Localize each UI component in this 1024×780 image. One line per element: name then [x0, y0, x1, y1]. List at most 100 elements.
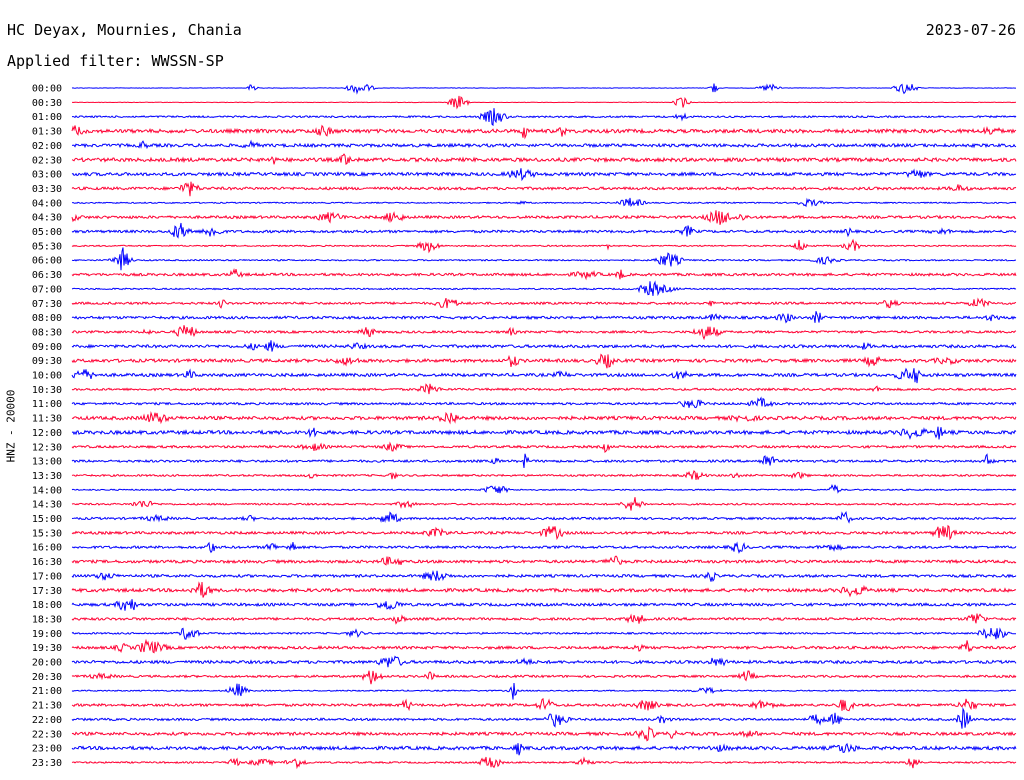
- trace-0600: [71, 247, 1017, 271]
- time-label-0600: 06:00: [32, 256, 62, 267]
- time-label-0700: 07:00: [32, 284, 62, 295]
- time-label-0030: 00:30: [32, 98, 62, 109]
- time-label-1600: 16:00: [32, 543, 62, 554]
- trace-0530: [71, 238, 1017, 254]
- trace-0930: [71, 353, 1017, 369]
- time-label-1900: 19:00: [32, 629, 62, 640]
- time-label-1630: 16:30: [32, 557, 62, 568]
- time-label-1000: 10:00: [32, 371, 62, 382]
- trace-1730: [71, 581, 1017, 598]
- time-label-0930: 09:30: [32, 356, 62, 367]
- trace-2230: [71, 725, 1017, 742]
- time-label-2230: 22:30: [32, 729, 62, 740]
- trace-2330: [71, 756, 1017, 770]
- time-label-2030: 20:30: [32, 672, 62, 683]
- trace-1400: [71, 484, 1017, 494]
- trace-2030: [71, 670, 1017, 685]
- trace-1300: [71, 453, 1017, 468]
- time-label-0730: 07:30: [32, 299, 62, 310]
- trace-0500: [71, 222, 1017, 239]
- time-label-0500: 05:00: [32, 227, 62, 238]
- time-label-1530: 15:30: [32, 528, 62, 539]
- trace-0800: [71, 311, 1017, 324]
- time-label-2200: 22:00: [32, 715, 62, 726]
- time-label-1330: 13:30: [32, 471, 62, 482]
- time-label-2300: 23:00: [32, 744, 62, 755]
- trace-0630: [71, 267, 1017, 281]
- trace-0900: [71, 340, 1017, 352]
- trace-0100: [71, 108, 1017, 127]
- time-label-2000: 20:00: [32, 658, 62, 669]
- time-label-0430: 04:30: [32, 213, 62, 224]
- time-label-1300: 13:00: [32, 457, 62, 468]
- time-label-0630: 06:30: [32, 270, 62, 281]
- trace-1700: [71, 570, 1017, 582]
- filter-label: Applied filter: WWSSN-SP: [7, 52, 224, 70]
- trace-0130: [71, 124, 1017, 140]
- time-label-0400: 04:00: [32, 198, 62, 209]
- trace-0830: [71, 325, 1017, 341]
- time-label-0900: 09:00: [32, 342, 62, 353]
- time-label-1830: 18:30: [32, 614, 62, 625]
- trace-1230: [71, 441, 1017, 453]
- trace-0700: [71, 280, 1017, 297]
- trace-1800: [71, 599, 1017, 611]
- trace-1100: [71, 396, 1017, 409]
- trace-1600: [71, 541, 1017, 554]
- trace-0230: [71, 153, 1017, 165]
- trace-2000: [71, 655, 1017, 668]
- time-label-0830: 08:30: [32, 327, 62, 338]
- trace-0000: [71, 83, 1017, 95]
- time-label-1730: 17:30: [32, 586, 62, 597]
- time-label-0200: 02:00: [32, 141, 62, 152]
- trace-0330: [71, 181, 1017, 197]
- trace-0730: [71, 297, 1017, 309]
- seismic-traces: [71, 83, 1017, 770]
- time-label-1430: 14:30: [32, 500, 62, 511]
- trace-0400: [71, 197, 1017, 208]
- trace-2200: [71, 707, 1017, 729]
- time-label-1700: 17:00: [32, 571, 62, 582]
- time-label-1200: 12:00: [32, 428, 62, 439]
- trace-0030: [71, 95, 1017, 110]
- time-label-1100: 11:00: [32, 399, 62, 410]
- trace-1930: [71, 638, 1017, 654]
- time-label-1130: 11:30: [32, 414, 62, 425]
- trace-1530: [71, 524, 1017, 541]
- station-title: HC Deyax, Mournies, Chania: [7, 21, 242, 39]
- trace-1630: [71, 555, 1017, 566]
- trace-1130: [71, 411, 1017, 425]
- time-label-1500: 15:00: [32, 514, 62, 525]
- time-label-0800: 08:00: [32, 313, 62, 324]
- time-label-1930: 19:30: [32, 643, 62, 654]
- time-label-0330: 03:30: [32, 184, 62, 195]
- time-label-1030: 10:30: [32, 385, 62, 396]
- trace-2100: [71, 682, 1017, 700]
- trace-2300: [71, 742, 1017, 756]
- time-label-1400: 14:00: [32, 485, 62, 496]
- time-label-0300: 03:00: [32, 170, 62, 181]
- time-label-0230: 02:30: [32, 155, 62, 166]
- trace-1900: [71, 627, 1017, 640]
- time-label-1800: 18:00: [32, 600, 62, 611]
- time-label-2130: 21:30: [32, 701, 62, 712]
- trace-1500: [71, 510, 1017, 524]
- trace-1330: [71, 469, 1017, 480]
- date-label: 2023-07-26: [925, 21, 1016, 39]
- trace-1200: [71, 426, 1017, 440]
- trace-2130: [71, 697, 1017, 712]
- time-labels: 00:00 00:30 01:00 01:30 02:00 02:30 03:00 03:30…: [32, 84, 62, 769]
- time-label-0130: 01:30: [32, 127, 62, 138]
- trace-1430: [71, 497, 1017, 511]
- trace-0430: [71, 210, 1017, 225]
- time-label-0100: 01:00: [32, 112, 62, 123]
- time-label-1230: 12:30: [32, 442, 62, 453]
- trace-1030: [71, 383, 1017, 395]
- trace-0300: [71, 168, 1017, 182]
- trace-1000: [71, 367, 1017, 384]
- time-label-2330: 23:30: [32, 758, 62, 769]
- time-label-0530: 05:30: [32, 241, 62, 252]
- trace-1830: [71, 613, 1017, 625]
- trace-0200: [71, 139, 1017, 150]
